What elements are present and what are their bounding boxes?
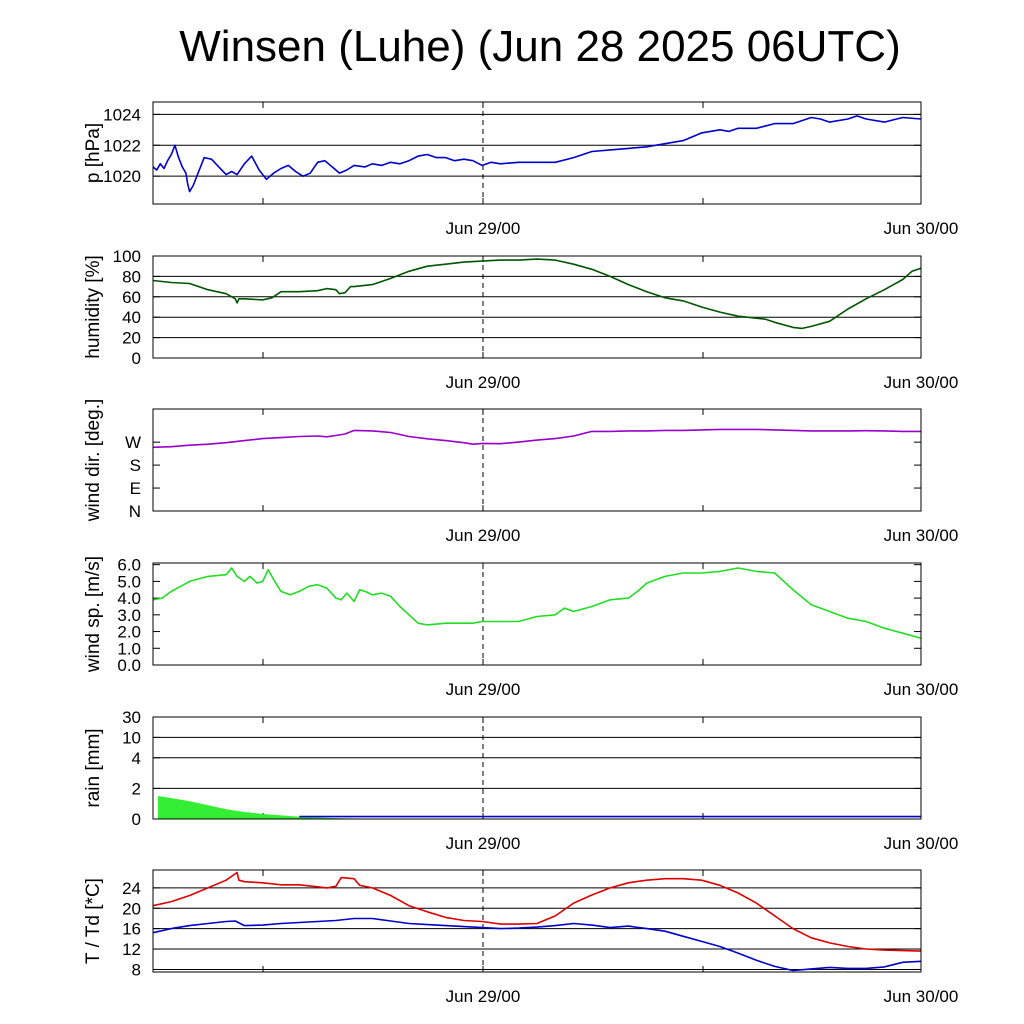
- x-tick-label: Jun 29/00: [446, 987, 521, 1006]
- y-tick-label: 10: [122, 728, 141, 747]
- x-tick-label: Jun 30/00: [884, 219, 959, 238]
- rain-area: [157, 796, 355, 820]
- y-tick-label: 0.0: [117, 656, 141, 675]
- y-tick-label: 1020: [103, 167, 141, 186]
- y-axis-label: humidity [%]: [83, 255, 104, 358]
- y-axis-label: T / Td [*C]: [83, 878, 104, 964]
- y-tick-label: 60: [122, 288, 141, 307]
- x-tick-label: Jun 29/00: [446, 680, 521, 699]
- panel-frame: [152, 101, 922, 205]
- x-tick-label: Jun 30/00: [884, 834, 959, 853]
- y-tick-label: 3.0: [117, 606, 141, 625]
- x-tick-label: Jun 29/00: [446, 834, 521, 853]
- panel-frame: [152, 716, 922, 820]
- x-tick-label: Jun 30/00: [884, 680, 959, 699]
- y-tick-label: 0: [132, 349, 141, 368]
- y-tick-label: E: [130, 479, 141, 498]
- y-tick-label: 24: [122, 879, 141, 898]
- y-axis-label: wind sp. [m/s]: [83, 556, 104, 673]
- y-tick-label: 1024: [103, 105, 141, 124]
- y-tick-label: 40: [122, 308, 141, 327]
- x-tick-label: Jun 29/00: [446, 526, 521, 545]
- y-axis-label: rain [mm]: [83, 728, 104, 807]
- series-line-0: [152, 258, 922, 330]
- y-tick-label: 6.0: [117, 556, 141, 575]
- panel-frame: [152, 869, 922, 973]
- x-tick-label: Jun 29/00: [446, 219, 521, 238]
- x-tick-label: Jun 30/00: [884, 987, 959, 1006]
- panel-3: 0.01.02.03.04.05.06.0 wind sp. [m/s] Jun 2…: [83, 556, 958, 699]
- y-tick-label: 5.0: [117, 572, 141, 591]
- y-tick-label: 100: [113, 247, 141, 266]
- y-tick-label: 1.0: [117, 639, 141, 658]
- y-tick-label: 4: [132, 749, 141, 768]
- series-line-0: [152, 115, 922, 193]
- y-axis-label: wind dir. [deg.]: [83, 399, 104, 523]
- y-tick-label: 8: [132, 960, 141, 979]
- y-tick-label: 1022: [103, 136, 141, 155]
- y-tick-label: N: [129, 502, 141, 521]
- page-title: Winsen (Luhe) (Jun 28 2025 06UTC): [179, 22, 901, 71]
- series-line-0: [152, 567, 922, 639]
- x-tick-label: Jun 29/00: [446, 373, 521, 392]
- series-line-0: [152, 428, 921, 449]
- y-tick-label: 20: [122, 899, 141, 918]
- x-tick-label: Jun 30/00: [884, 526, 959, 545]
- y-tick-label: 20: [122, 329, 141, 348]
- x-tick-label: Jun 30/00: [884, 373, 959, 392]
- y-tick-label: S: [130, 456, 141, 475]
- y-tick-label: 12: [122, 940, 141, 959]
- y-tick-label: 2: [132, 779, 141, 798]
- y-tick-label: 16: [122, 920, 141, 939]
- y-tick-label: 2.0: [117, 623, 141, 642]
- y-tick-label: 4.0: [117, 589, 141, 608]
- y-tick-label: 0: [132, 810, 141, 829]
- panel-frame: [152, 408, 922, 512]
- y-tick-label: 80: [122, 267, 141, 286]
- panel-frame: [152, 562, 922, 666]
- series-line-0: [152, 871, 922, 952]
- y-tick-label: W: [125, 433, 141, 452]
- y-axis-label: p [hPa]: [83, 123, 104, 183]
- series-line-1: [152, 917, 922, 972]
- panel-frame: [152, 255, 922, 359]
- y-tick-label: 30: [122, 708, 141, 727]
